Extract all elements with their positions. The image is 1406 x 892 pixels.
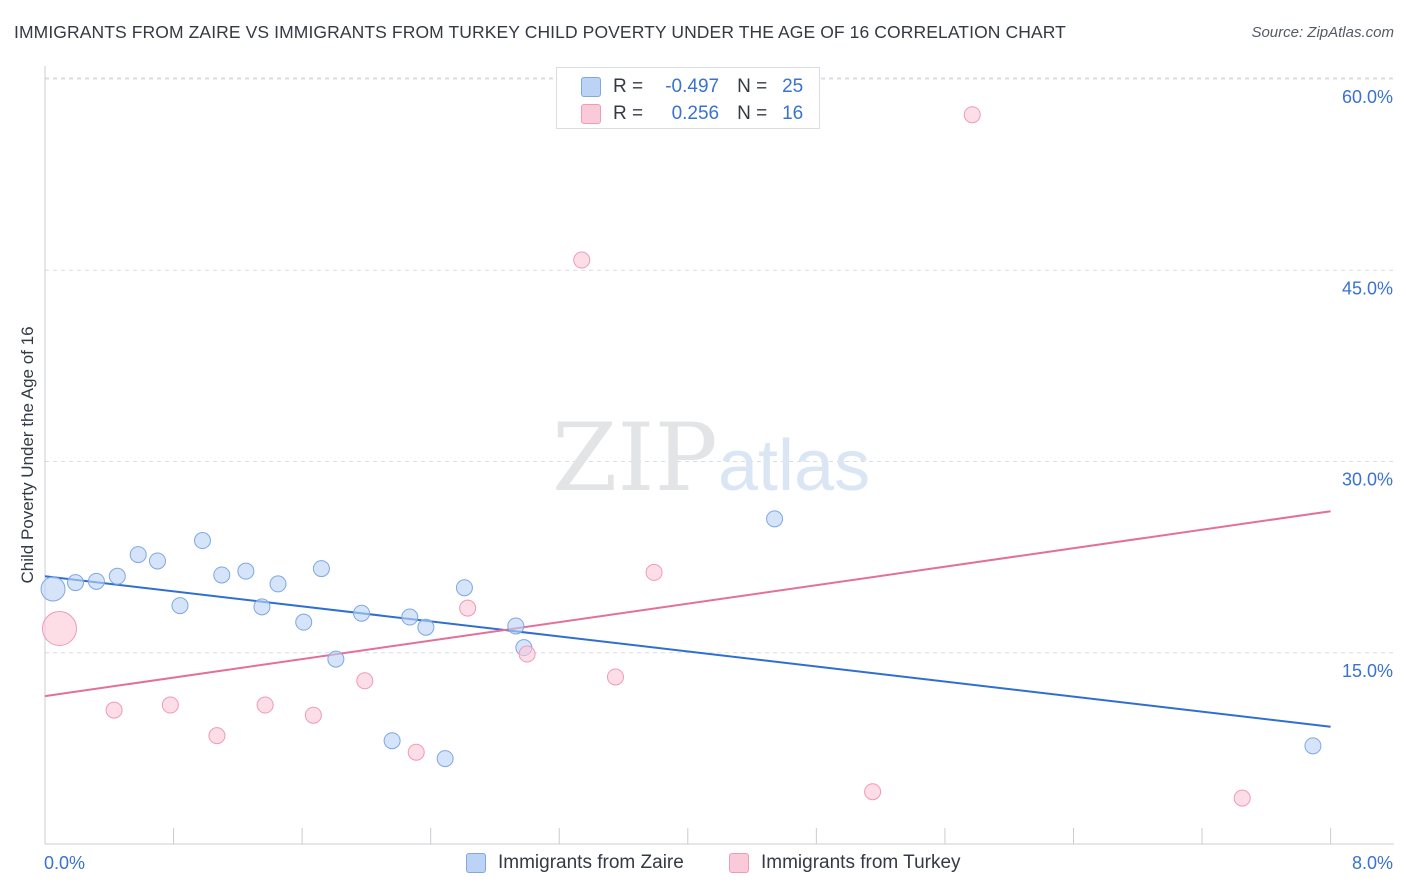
n-label: N = xyxy=(737,103,768,124)
point-turkey xyxy=(208,727,226,745)
y-tick-label: 30.0% xyxy=(1342,470,1393,490)
x-tick-label: 0.0% xyxy=(44,853,85,873)
point-turkey xyxy=(606,668,624,686)
point-zaire xyxy=(237,562,255,580)
stats-legend: R = -0.497 N = 25 R = 0.256 N = 16 xyxy=(556,67,820,129)
point-zaire xyxy=(1304,737,1322,755)
point-zaire xyxy=(193,532,211,550)
source-label[interactable]: Source: ZipAtlas.com xyxy=(1251,24,1394,41)
point-turkey xyxy=(41,611,77,647)
legend-item-zaire[interactable]: Immigrants from Zaire xyxy=(466,852,684,874)
point-turkey xyxy=(161,696,179,714)
point-zaire xyxy=(312,560,330,578)
legend-label-turkey: Immigrants from Turkey xyxy=(761,852,961,873)
turkey-swatch xyxy=(581,104,601,124)
point-zaire xyxy=(766,510,784,528)
point-zaire xyxy=(327,650,345,668)
point-zaire xyxy=(417,618,435,636)
watermark: ZIP atlas xyxy=(552,404,870,513)
point-turkey xyxy=(963,106,981,124)
x-tick-label: 8.0% xyxy=(1352,853,1393,873)
turkey-r-value: 0.256 xyxy=(671,103,720,124)
legend-label-zaire: Immigrants from Zaire xyxy=(498,852,684,873)
point-zaire xyxy=(383,732,401,750)
r-label: R = xyxy=(613,103,644,124)
zaire-n-value: 25 xyxy=(782,76,804,97)
y-tick-label: 60.0% xyxy=(1342,87,1393,107)
watermark-zip: ZIP xyxy=(552,404,718,513)
point-turkey xyxy=(573,251,591,269)
point-turkey xyxy=(105,701,123,719)
point-zaire xyxy=(507,617,525,635)
zaire-legend-swatch xyxy=(466,853,486,873)
trend-line-turkey xyxy=(44,510,1331,698)
point-turkey xyxy=(407,743,425,761)
tick-labels: 15.0% 30.0% 45.0% 60.0% 0.0% 8.0% xyxy=(44,87,1393,873)
zaire-swatch xyxy=(581,77,601,97)
point-turkey xyxy=(1233,789,1251,807)
point-zaire xyxy=(436,750,454,768)
point-turkey xyxy=(645,563,663,581)
point-turkey xyxy=(256,696,274,714)
data-points xyxy=(40,106,1322,807)
trend-lines xyxy=(44,510,1331,728)
point-zaire xyxy=(401,608,419,626)
point-zaire xyxy=(171,597,189,615)
point-zaire xyxy=(295,613,313,631)
y-tick-label: 15.0% xyxy=(1342,661,1393,681)
zaire-r-value: -0.497 xyxy=(665,76,720,97)
point-turkey xyxy=(518,645,536,663)
point-zaire xyxy=(213,566,231,584)
trend-line-zaire xyxy=(44,575,1331,728)
stats-row-turkey: R = 0.256 N = 16 xyxy=(581,101,803,127)
point-turkey xyxy=(356,672,374,690)
point-zaire xyxy=(40,576,66,602)
point-zaire xyxy=(67,574,85,592)
legend-item-turkey[interactable]: Immigrants from Turkey xyxy=(729,852,961,874)
point-zaire xyxy=(353,604,371,622)
watermark-atlas: atlas xyxy=(718,426,870,506)
point-zaire xyxy=(87,572,105,590)
turkey-n-value: 16 xyxy=(782,103,804,124)
point-turkey xyxy=(304,706,322,724)
point-zaire xyxy=(253,598,271,616)
r-label: R = xyxy=(613,76,644,97)
chart-title: IMMIGRANTS FROM ZAIRE VS IMMIGRANTS FROM… xyxy=(14,22,1066,42)
point-turkey xyxy=(864,783,882,801)
stats-row-zaire: R = -0.497 N = 25 xyxy=(581,74,803,100)
point-turkey xyxy=(459,599,477,617)
point-zaire xyxy=(148,552,166,570)
axes xyxy=(44,66,1394,845)
turkey-legend-swatch xyxy=(729,853,749,873)
n-label: N = xyxy=(737,76,768,97)
point-zaire xyxy=(269,575,287,593)
y-tick-label: 45.0% xyxy=(1342,278,1393,298)
point-zaire xyxy=(455,579,473,597)
point-zaire xyxy=(108,567,126,585)
point-zaire xyxy=(129,546,147,564)
